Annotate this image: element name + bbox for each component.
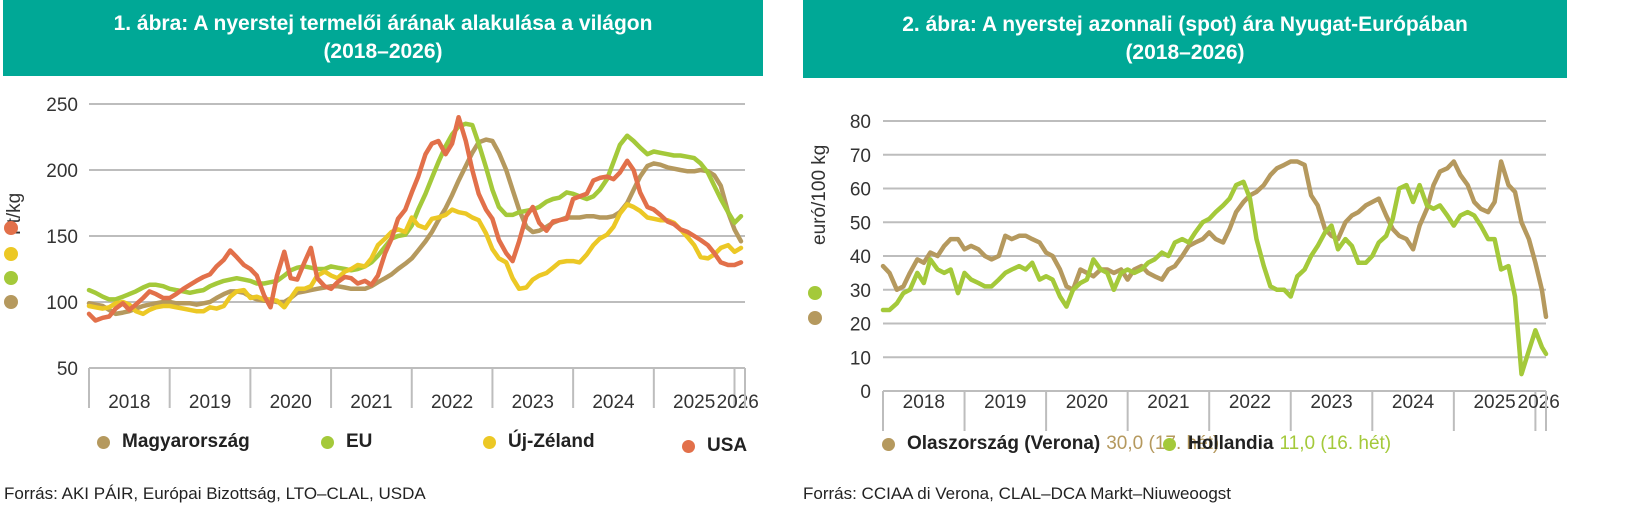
x-tick-label: 2026 — [1518, 392, 1560, 413]
y-tick-label: 20 — [850, 315, 871, 336]
series-line-eu — [86, 121, 744, 302]
figure1-title-line1: 1. ábra: A nyerstej termelői árának alak… — [113, 12, 653, 35]
y-axis-label: euró/100 kg — [809, 145, 830, 245]
y-tick-label: 40 — [850, 247, 871, 268]
legend-item-eu: EU — [321, 431, 372, 453]
figure1-title: 1. ábra: A nyerstej termelői árának alak… — [3, 0, 763, 76]
figure2-title-line1: 2. ábra: A nyerstej azonnali (spot) ára … — [902, 13, 1468, 36]
legend-item-olaszorszag: Olaszország (Verona) 30,0 (17. hét) — [882, 433, 1219, 455]
legend-item-uj-zeland: Új-Zéland — [483, 431, 595, 453]
legend-dot-hollandia — [1163, 437, 1176, 451]
legend-dot-magyarorszag — [97, 435, 110, 449]
legend-item-magyarorszag: Magyarország — [97, 431, 250, 453]
y-tick-label: 80 — [850, 112, 871, 133]
x-tick-label: 2022 — [431, 392, 473, 413]
legend-label: Új-Zéland — [508, 431, 595, 452]
y-tick-label: 100 — [46, 293, 78, 314]
series-line-olaszorsz-g-verona- — [880, 159, 1549, 320]
series-line-usa — [86, 114, 744, 323]
series-line-hollandia — [880, 179, 1549, 377]
figure1-source: Forrás: AKI PÁIR, Európai Bizottság, LTO… — [4, 484, 426, 503]
legend-dot-eu — [321, 435, 334, 449]
legend-item-hollandia: Hollandia 11,0 (16. hét) — [1163, 433, 1391, 455]
y-tick-label: 150 — [46, 227, 78, 248]
legend-dot-usa — [682, 439, 695, 453]
y-axis-legend-dot — [4, 271, 18, 285]
x-tick-label: 2024 — [592, 392, 635, 413]
y-axis-legend-dot — [4, 247, 18, 261]
y-tick-label: 50 — [850, 213, 871, 234]
x-tick-label: 2021 — [350, 392, 392, 413]
y-axis-legend-dot — [4, 295, 18, 309]
legend-label: Hollandia — [1188, 433, 1274, 454]
x-tick-label: 2021 — [1147, 392, 1189, 413]
figure2-title: 2. ábra: A nyerstej azonnali (spot) ára … — [803, 0, 1567, 78]
series-line-magyarorsz-g — [86, 137, 744, 317]
legend-value-hollandia: 11,0 (16. hét) — [1279, 433, 1392, 454]
x-tick-label: 2018 — [903, 392, 945, 413]
y-axis-legend-dot — [808, 286, 822, 300]
chart-1: 50 100 150 200 250 2018 2019 2020 2021 2022 2023 20… — [4, 95, 759, 413]
legend-item-usa: USA — [682, 435, 747, 457]
y-tick-label: 50 — [57, 359, 78, 380]
x-tick-label: 2025 — [673, 392, 715, 413]
figure1-title-line2: (2018–2026) — [323, 40, 443, 63]
y-tick-label: 200 — [46, 161, 78, 182]
x-tick-label: 2024 — [1392, 392, 1435, 413]
y-tick-label: 250 — [46, 95, 78, 116]
y-axis-legend-dot — [4, 221, 18, 235]
y-tick-label: 60 — [850, 180, 871, 201]
legend-value-olaszorszag: 30,0 (17. hét) — [1106, 433, 1220, 454]
x-tick-label: 2023 — [512, 392, 554, 413]
legend-label: Magyarország — [122, 431, 250, 452]
x-tick-label: 2019 — [189, 392, 231, 413]
x-tick-label: 2026 — [717, 392, 759, 413]
x-tick-label: 2020 — [270, 392, 312, 413]
x-tick-label: 2023 — [1310, 392, 1352, 413]
x-tick-label: 2018 — [108, 392, 150, 413]
x-tick-label: 2022 — [1229, 392, 1271, 413]
figure2-source: Forrás: CCIAA di Verona, CLAL–DCA Markt–… — [803, 484, 1232, 503]
y-tick-label: 0 — [860, 382, 871, 403]
y-tick-label: 10 — [850, 348, 871, 369]
series-line--j-z-land — [86, 202, 744, 317]
figure2-title-line2: (2018–2026) — [1125, 41, 1245, 64]
y-tick-label: 70 — [850, 146, 871, 167]
legend-label: EU — [346, 431, 373, 452]
x-tick-label: 2025 — [1473, 392, 1515, 413]
legend-label: Olaszország (Verona) — [907, 433, 1101, 454]
legend-dot-olaszorszag — [882, 437, 895, 451]
legend-label: USA — [707, 435, 748, 456]
y-axis-legend-dot — [808, 311, 822, 325]
legend-dot-uj-zeland — [483, 435, 496, 449]
x-tick-label: 2020 — [1066, 392, 1108, 413]
y-tick-label: 30 — [850, 281, 871, 302]
x-tick-label: 2019 — [984, 392, 1026, 413]
